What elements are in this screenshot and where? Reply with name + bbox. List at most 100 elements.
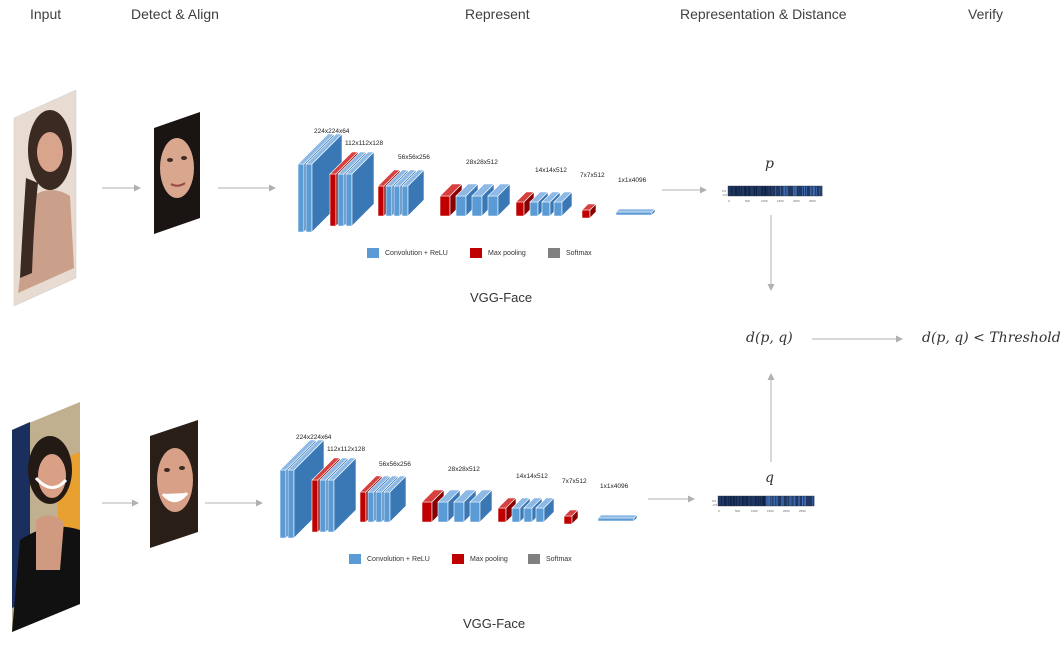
embedding-stripe — [783, 496, 784, 506]
embedding-stripe — [747, 496, 748, 506]
svg-text:0: 0 — [718, 509, 720, 513]
embedding-stripe — [814, 186, 815, 196]
embedding-stripe — [741, 186, 742, 196]
svg-text:0.5: 0.5 — [712, 499, 717, 503]
legend-swatch-softmax — [528, 554, 540, 564]
input-face-photo-top — [13, 89, 77, 307]
conv-layer-block — [345, 151, 375, 227]
embedding-stripe — [805, 496, 806, 506]
embedding-stripe — [819, 186, 821, 196]
embedding-vector-p: 0.5 -0.5 0 500 1000 1500 2000 2500 — [722, 185, 823, 203]
embedding-stripe — [767, 496, 768, 506]
legend-label: Max pooling — [488, 249, 526, 257]
embedding-stripe — [765, 186, 766, 196]
conv-layer-block — [469, 489, 493, 523]
svg-text:2000: 2000 — [783, 509, 790, 513]
embedding-stripe — [763, 496, 765, 506]
input-face-photo-bottom — [12, 402, 80, 632]
conv-layer-block — [327, 457, 357, 533]
embedding-stripe — [750, 496, 752, 506]
embedding-stripe — [791, 496, 793, 506]
embedding-stripe — [755, 496, 756, 506]
embedding-stripe — [767, 186, 769, 196]
embedding-stripe — [754, 186, 755, 196]
embedding-stripe — [769, 496, 771, 506]
embedding-stripe — [806, 186, 808, 196]
embedding-stripe — [786, 496, 788, 506]
embedding-stripe — [733, 496, 735, 506]
embedding-stripe — [764, 496, 765, 506]
legend-swatch-softmax — [548, 248, 560, 258]
conv-layer-block — [535, 497, 555, 523]
embedding-stripe — [772, 496, 774, 506]
maxpool-layer-block — [563, 509, 579, 525]
layer-label: 112x112x128 — [327, 446, 366, 453]
legend-swatch-conv — [367, 248, 379, 258]
embedding-stripe — [775, 186, 776, 196]
layer-label: 56x56x256 — [379, 461, 411, 468]
embedding-stripe — [736, 186, 737, 196]
embedding-stripe — [761, 186, 762, 196]
embedding-stripe — [781, 496, 782, 506]
embedding-stripe — [771, 496, 772, 506]
aligned-face-photo-top — [154, 112, 200, 234]
embedding-stripe — [728, 496, 730, 506]
network-title-bottom: VGG-Face — [463, 616, 526, 631]
embedding-stripe — [794, 496, 796, 506]
embedding-stripe — [790, 496, 791, 506]
header-detect-align: Detect & Align — [131, 6, 219, 22]
embedding-stripe — [746, 496, 747, 506]
legend-label: Softmax — [546, 555, 572, 563]
embedding-stripe — [804, 496, 805, 506]
embedding-stripe — [725, 496, 726, 506]
embedding-stripe — [742, 496, 743, 506]
embedding-stripe — [799, 496, 800, 506]
embedding-stripe — [745, 186, 746, 196]
layer-label: 112x112x128 — [345, 140, 384, 147]
embedding-stripe — [725, 496, 727, 506]
embedding-stripe — [784, 186, 785, 196]
embedding-stripe — [759, 496, 761, 506]
embedding-stripe — [756, 186, 757, 196]
embedding-stripe — [735, 186, 737, 196]
legend-softmax: Softmax — [548, 248, 592, 258]
svg-text:1500: 1500 — [767, 509, 774, 513]
conv-layer-block — [401, 169, 425, 217]
embedding-stripe — [784, 186, 786, 196]
legend-conv: Convolution + ReLU — [367, 248, 448, 258]
embedding-stripe — [793, 186, 794, 196]
maxpool-layer-block — [581, 203, 597, 219]
layer-label: 224x224x64 — [296, 434, 332, 441]
embedding-stripe — [794, 186, 796, 196]
embedding-stripe — [777, 496, 778, 506]
embedding-stripe — [730, 496, 731, 506]
embedding-stripe — [802, 496, 803, 506]
legend-conv: Convolution + ReLU — [349, 554, 430, 564]
embedding-stripe — [765, 186, 767, 196]
svg-text:500: 500 — [745, 199, 750, 203]
embedding-stripe — [804, 186, 805, 196]
svg-text:1500: 1500 — [777, 199, 784, 203]
embedding-stripe — [795, 186, 797, 196]
legend-label: Convolution + ReLU — [385, 249, 448, 257]
layer-label: 7x7x512 — [580, 172, 605, 179]
layer-label: 28x28x512 — [448, 466, 480, 473]
distance-expression: d(p, q) — [746, 330, 793, 346]
verify-expression: d(p, q) < Threshold — [922, 330, 1061, 346]
embedding-stripe — [775, 186, 777, 196]
embedding-stripe — [745, 186, 747, 196]
embedding-stripe — [731, 186, 733, 196]
embedding-stripe — [802, 496, 804, 506]
embedding-stripe — [786, 186, 788, 196]
embedding-stripe — [811, 186, 813, 196]
embedding-stripe — [787, 186, 788, 196]
embedding-stripe — [763, 496, 764, 506]
layer-label: 14x14x512 — [516, 473, 548, 480]
embedding-stripe — [724, 496, 726, 506]
embedding-stripe — [733, 496, 734, 506]
embedding-stripe — [779, 186, 781, 196]
embedding-stripe — [730, 186, 732, 196]
legend-swatch-conv — [349, 554, 361, 564]
